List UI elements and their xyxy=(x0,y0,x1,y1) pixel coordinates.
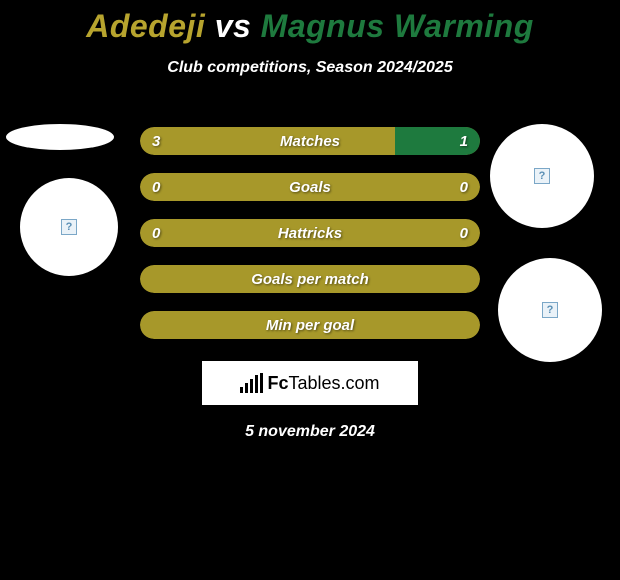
stat-label: Goals per match xyxy=(140,265,480,293)
stat-label: Matches xyxy=(140,127,480,155)
shadow-ellipse xyxy=(6,124,114,150)
logo-text: FcTables.com xyxy=(267,373,379,394)
placeholder-icon: ? xyxy=(61,219,77,235)
stat-label: Goals xyxy=(140,173,480,201)
stat-bars: 31Matches 00Goals 00Hattricks Goals per mat… xyxy=(140,127,480,339)
stat-row: Goals per match xyxy=(140,265,480,293)
stat-row: 00Hattricks xyxy=(140,219,480,247)
player2-name: Magnus Warming xyxy=(261,8,534,44)
placeholder-icon: ? xyxy=(542,302,558,318)
vs-text: vs xyxy=(215,8,252,44)
player-circle: ? xyxy=(20,178,118,276)
page-title: Adedeji vs Magnus Warming xyxy=(0,8,620,45)
stat-row: 31Matches xyxy=(140,127,480,155)
fctables-logo: FcTables.com xyxy=(202,361,418,405)
logo-bars-icon xyxy=(240,373,263,393)
player1-name: Adedeji xyxy=(86,8,205,44)
subtitle: Club competitions, Season 2024/2025 xyxy=(0,59,620,77)
player-circle: ? xyxy=(498,258,602,362)
placeholder-icon: ? xyxy=(534,168,550,184)
stat-row: 00Goals xyxy=(140,173,480,201)
stat-label: Min per goal xyxy=(140,311,480,339)
stat-row: Min per goal xyxy=(140,311,480,339)
player-circle: ? xyxy=(490,124,594,228)
date: 5 november 2024 xyxy=(0,423,620,441)
stat-label: Hattricks xyxy=(140,219,480,247)
